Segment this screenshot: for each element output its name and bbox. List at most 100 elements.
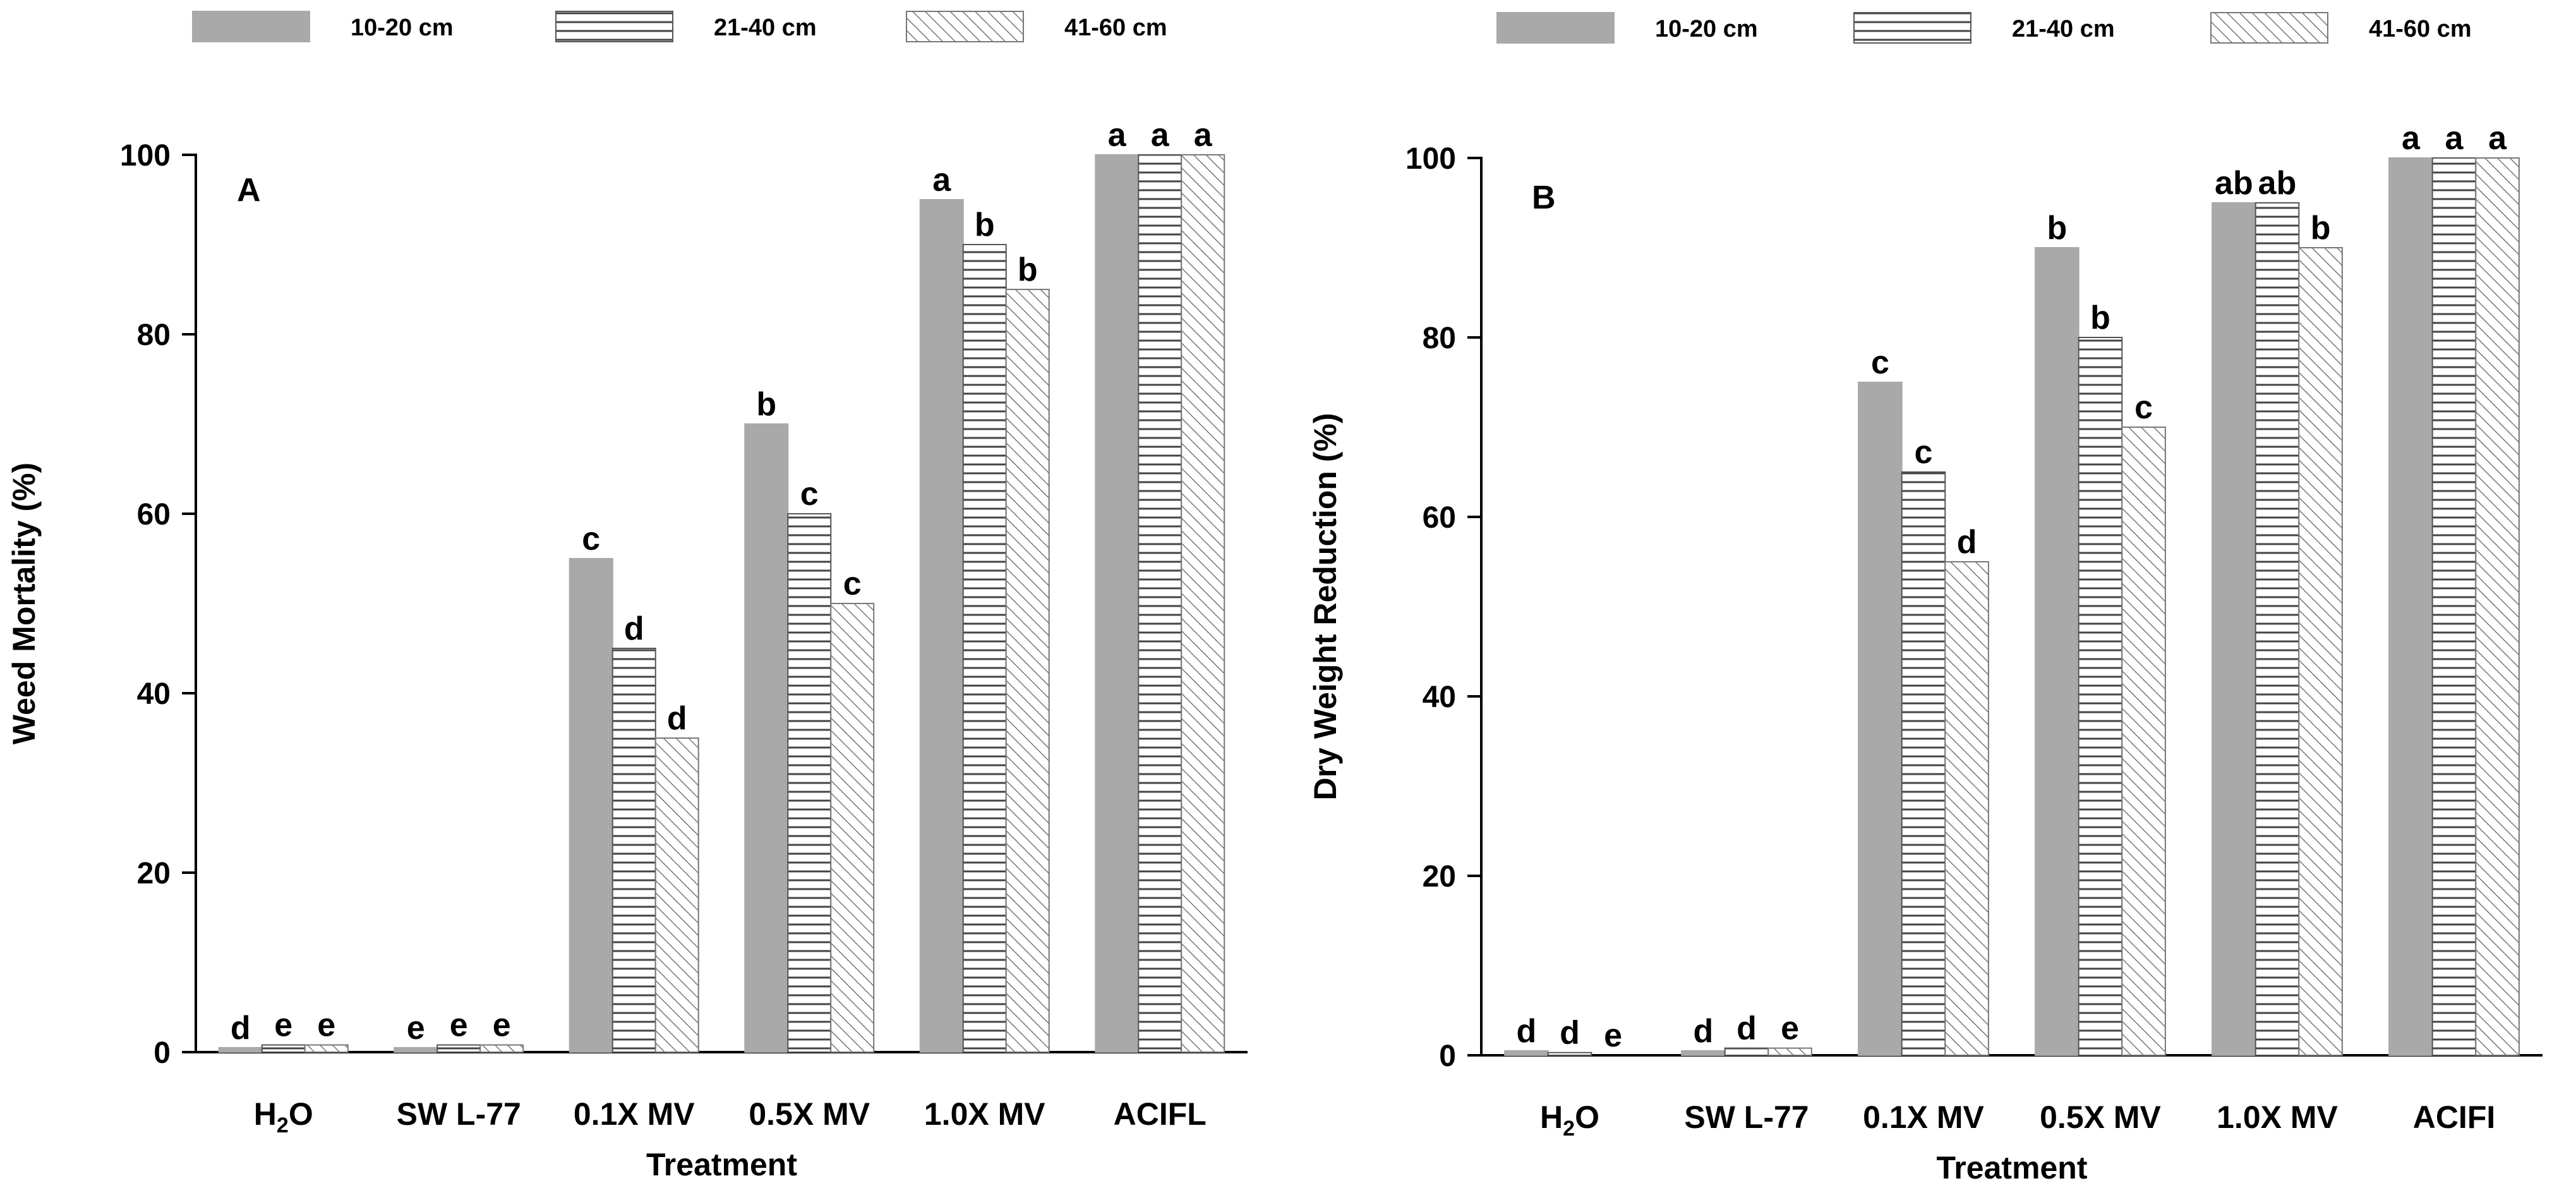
y-tick-label: 60: [137, 498, 171, 531]
significance-letter: e: [450, 1007, 468, 1044]
x-tick-label: 0.1X MV: [1863, 1100, 1984, 1135]
bar: [2035, 247, 2079, 1056]
significance-letter: a: [932, 162, 951, 198]
y-tick-label: 100: [1405, 142, 1456, 176]
y-axis-title: Dry Weight Reduction (%): [1308, 413, 1343, 801]
legend-swatch: [906, 11, 1024, 42]
bar: [654, 737, 699, 1053]
y-tick-label: 100: [120, 139, 171, 173]
x-tick-label: H2O: [1540, 1100, 1599, 1141]
bar: [787, 513, 832, 1053]
bar: [1724, 1047, 1769, 1057]
panel-label: B: [1532, 179, 1556, 216]
bar: [919, 199, 964, 1053]
bar: [304, 1044, 349, 1053]
x-axis-title: Treatment: [1937, 1150, 2088, 1185]
significance-letter: d: [667, 700, 687, 737]
y-tick-label: 80: [1423, 322, 1456, 355]
y-tick-label: 20: [137, 857, 171, 890]
y-tick-label: 20: [1423, 860, 1456, 894]
bar: [2121, 427, 2166, 1056]
y-tick-label: 40: [1423, 681, 1456, 714]
significance-letter: a: [2402, 120, 2421, 157]
chart-panel-B: 10-20 cm 21-40 cm 41-60 cm 0 20 40 60 80 100 Dry …: [1308, 12, 2543, 1185]
legend-label: 10-20 cm: [1655, 16, 1758, 42]
significance-letter: b: [2090, 300, 2110, 336]
y-tick-label: 60: [1423, 501, 1456, 535]
significance-letter: c: [800, 476, 819, 512]
significance-letter: c: [843, 566, 862, 602]
significance-letter: ab: [2258, 165, 2297, 202]
legend-label: 41-60 cm: [2369, 16, 2472, 42]
bar: [2475, 157, 2520, 1056]
x-tick-label: H2O: [254, 1096, 313, 1137]
bar: [2298, 247, 2343, 1056]
significance-letter: e: [317, 1007, 335, 1044]
bar: [1181, 154, 1225, 1053]
legend-swatch: [1496, 12, 1615, 44]
bar: [1858, 382, 1903, 1056]
significance-letter: b: [2311, 210, 2331, 246]
legend-swatch: [1853, 12, 1971, 44]
x-axis-title: Treatment: [646, 1147, 797, 1182]
legend-label: 21-40 cm: [714, 15, 817, 41]
x-tick-label: ACIFI: [2413, 1100, 2496, 1135]
significance-letter: a: [2488, 120, 2507, 157]
bar: [1547, 1052, 1592, 1056]
bar: [611, 648, 656, 1053]
panel-label: A: [237, 172, 261, 209]
bar: [394, 1046, 438, 1053]
significance-letter: c: [1871, 344, 1889, 381]
bar: [1901, 471, 1946, 1056]
legend-swatch: [2210, 12, 2328, 44]
significance-letter: b: [756, 386, 776, 423]
significance-letter: a: [1108, 117, 1127, 154]
bar: [1504, 1050, 1549, 1057]
legend-label: 10-20 cm: [351, 15, 454, 41]
significance-letter: a: [1151, 117, 1170, 154]
bar: [744, 423, 789, 1053]
bar: [1944, 561, 1989, 1056]
legend-label: 41-60 cm: [1064, 15, 1167, 41]
x-tick-label: SW L-77: [397, 1096, 521, 1132]
y-tick-label: 0: [1439, 1040, 1456, 1073]
bar: [436, 1044, 481, 1053]
bar: [2388, 157, 2433, 1056]
significance-letter: d: [1560, 1015, 1580, 1052]
x-tick-label: 0.1X MV: [574, 1096, 695, 1132]
legend-label: 21-40 cm: [2012, 16, 2115, 42]
significance-letter: b: [1018, 252, 1038, 288]
significance-letter: a: [1194, 117, 1213, 154]
significance-letter: c: [1915, 434, 1933, 471]
bar: [218, 1046, 263, 1053]
bar: [261, 1044, 306, 1053]
bar: [2254, 202, 2300, 1056]
y-tick-label: 40: [137, 677, 171, 711]
significance-letter: c: [2134, 389, 2153, 426]
bar: [830, 603, 875, 1053]
legend-swatch: [555, 11, 673, 42]
x-tick-label: 1.0X MV: [924, 1096, 1045, 1132]
significance-letter: ab: [2215, 165, 2253, 202]
bar: [1138, 154, 1183, 1053]
x-tick-label: 1.0X MV: [2217, 1100, 2338, 1135]
bar: [1095, 154, 1140, 1053]
significance-letter: d: [1957, 524, 1977, 561]
significance-letter: d: [1736, 1010, 1757, 1047]
y-axis-title: Weed Mortality (%): [6, 463, 42, 744]
bar: [2078, 337, 2123, 1056]
bar: [1005, 289, 1050, 1053]
bar: [2212, 202, 2256, 1056]
significance-letter: e: [407, 1010, 425, 1046]
bar: [479, 1044, 524, 1053]
chart-panel-A: 10-20 cm 21-40 cm 41-60 cm 0 20 40 60 80 100 Weed…: [6, 11, 1248, 1182]
bar: [1767, 1047, 1812, 1057]
legend-swatch: [192, 11, 310, 42]
significance-letter: e: [493, 1007, 511, 1044]
significance-letter: e: [1781, 1010, 1799, 1047]
x-tick-label: 0.5X MV: [2040, 1100, 2161, 1135]
bar: [1681, 1050, 1726, 1057]
x-tick-label: SW L-77: [1684, 1100, 1809, 1135]
significance-letter: d: [624, 610, 644, 647]
